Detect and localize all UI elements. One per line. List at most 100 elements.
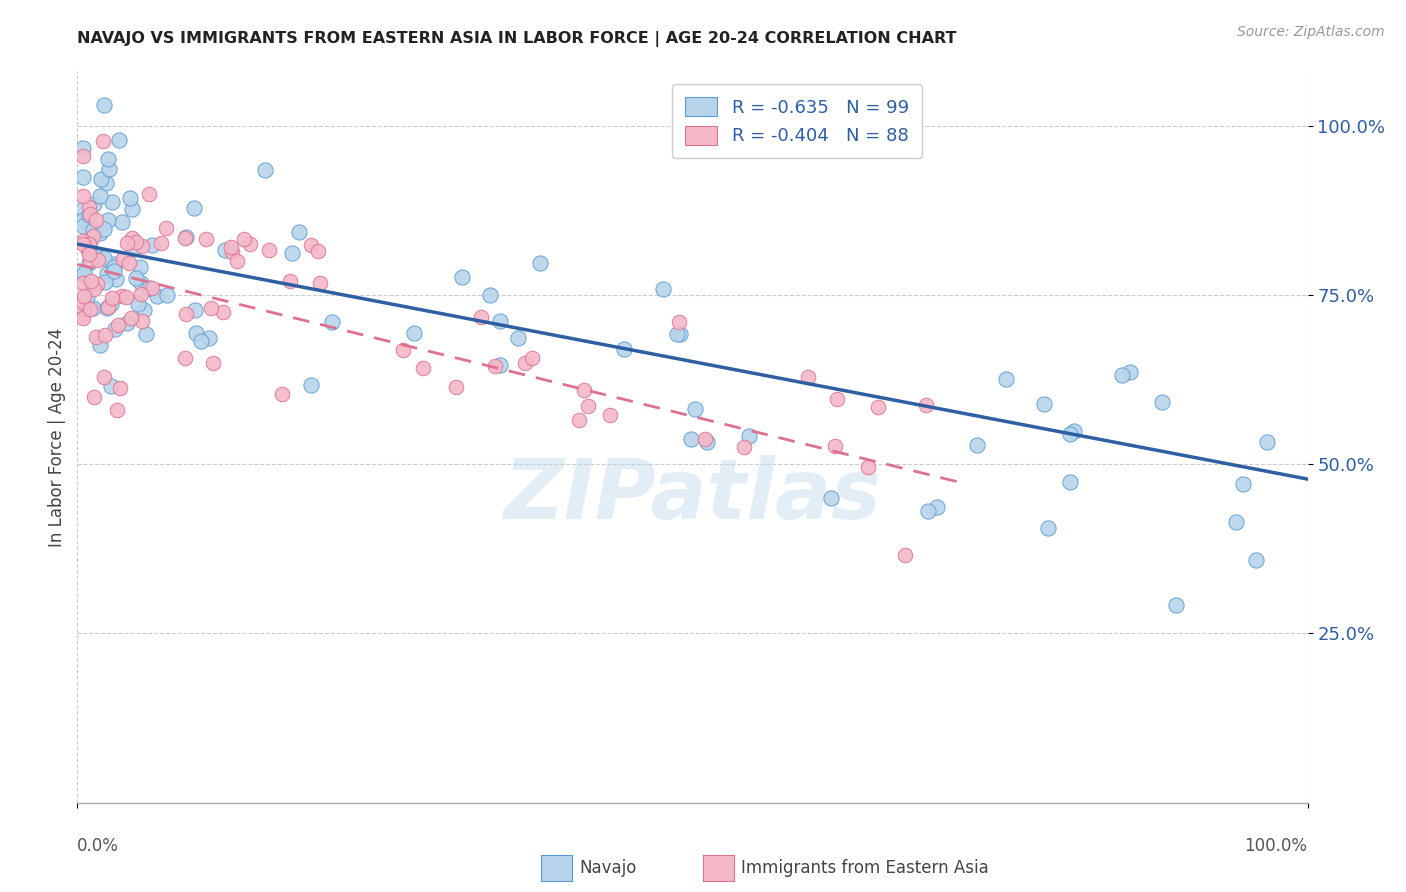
Point [868, 400, 890, 414]
Point [72, 141, 94, 155]
Point [155, 220, 177, 235]
Point [120, 311, 142, 326]
Point [82, 223, 104, 237]
Point [77, 200, 100, 214]
Point [127, 297, 149, 311]
Point [72, 237, 94, 252]
Point [994, 371, 1017, 385]
Point [72, 148, 94, 162]
Point [529, 256, 551, 270]
Point [129, 276, 152, 290]
Point [1063, 424, 1085, 438]
Point [87, 251, 110, 265]
Point [105, 271, 128, 285]
Point [93, 222, 115, 236]
Point [72, 169, 94, 184]
Point [72, 310, 94, 325]
Point [894, 548, 917, 562]
Point [470, 310, 492, 324]
Point [214, 243, 236, 257]
Point [115, 236, 138, 251]
Point [281, 246, 304, 260]
Point [578, 399, 600, 413]
Point [488, 359, 510, 373]
Point [693, 432, 716, 446]
Point [174, 307, 197, 321]
Point [73, 288, 96, 302]
Point [72, 267, 94, 281]
Point [668, 315, 690, 329]
Point [122, 242, 145, 256]
Point [72, 301, 94, 316]
Text: 100.0%: 100.0% [1244, 837, 1308, 855]
Point [288, 225, 311, 239]
Point [820, 491, 842, 505]
Point [93, 134, 115, 148]
Point [299, 378, 322, 392]
Point [194, 232, 217, 246]
Point [97, 300, 120, 314]
Point [520, 351, 543, 365]
Point [1232, 477, 1254, 491]
Point [1119, 365, 1142, 379]
Point [202, 355, 225, 369]
Point [669, 326, 692, 341]
Point [146, 289, 169, 303]
Point [83, 283, 105, 297]
Point [1111, 368, 1133, 382]
Point [915, 399, 938, 413]
Point [83, 197, 105, 211]
Point [925, 500, 948, 515]
Point [666, 327, 689, 342]
Point [82, 301, 104, 315]
Point [93, 275, 115, 289]
Point [118, 191, 141, 205]
Point [233, 232, 256, 246]
Point [83, 391, 105, 405]
Point [73, 266, 96, 280]
Point [104, 321, 127, 335]
Point [110, 289, 132, 303]
Point [121, 231, 143, 245]
Point [917, 504, 939, 518]
Point [200, 301, 222, 315]
Point [76, 290, 98, 304]
Point [135, 326, 157, 341]
Point [132, 302, 155, 317]
Point [93, 98, 115, 112]
Point [112, 252, 135, 266]
Point [72, 276, 94, 290]
Point [72, 188, 94, 202]
Text: ZIPatlas: ZIPatlas [503, 455, 882, 536]
Point [128, 260, 150, 275]
Point [89, 188, 111, 202]
Point [98, 162, 121, 177]
Point [72, 219, 94, 233]
Point [1059, 475, 1081, 489]
Text: 0.0%: 0.0% [77, 837, 120, 855]
Point [825, 392, 848, 406]
Point [184, 303, 207, 318]
Point [567, 412, 589, 426]
Point [738, 429, 761, 443]
Point [79, 207, 101, 221]
Point [1033, 397, 1056, 411]
Point [856, 460, 879, 475]
Point [402, 326, 425, 340]
Text: Immigrants from Eastern Asia: Immigrants from Eastern Asia [741, 859, 988, 877]
Point [94, 327, 117, 342]
Point [138, 186, 160, 201]
Point [79, 237, 101, 252]
Point [1225, 515, 1247, 529]
Point [797, 370, 820, 384]
Point [93, 370, 115, 384]
Legend: R = -0.635   N = 99, R = -0.404   N = 88: R = -0.635 N = 99, R = -0.404 N = 88 [672, 84, 922, 158]
Point [150, 235, 173, 250]
Text: NAVAJO VS IMMIGRANTS FROM EASTERN ASIA IN LABOR FORCE | AGE 20-24 CORRELATION CH: NAVAJO VS IMMIGRANTS FROM EASTERN ASIA I… [77, 31, 957, 47]
Point [574, 383, 596, 397]
Point [679, 432, 702, 446]
Point [138, 281, 160, 295]
Point [86, 213, 108, 227]
Point [79, 234, 101, 248]
Point [131, 313, 153, 327]
